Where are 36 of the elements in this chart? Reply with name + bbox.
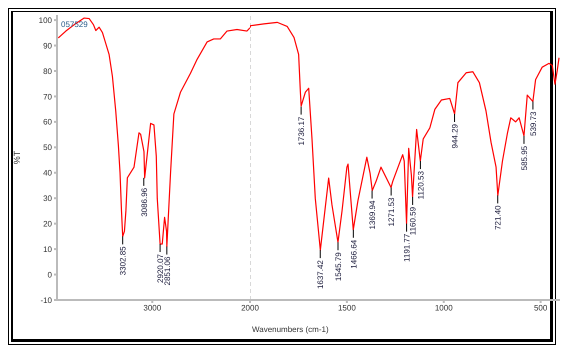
y-tick-label: 20 bbox=[43, 220, 53, 228]
annotation: 2920.07 bbox=[156, 253, 166, 283]
y-tick-label: 0 bbox=[48, 270, 53, 280]
x-tick-label: 1000 bbox=[434, 304, 454, 313]
y-tick-label: 80 bbox=[43, 66, 53, 76]
annotation: 721.40 bbox=[494, 204, 503, 230]
annotation: 1637.42 bbox=[316, 260, 326, 290]
x-tick-label: 2000 bbox=[241, 304, 260, 313]
annotation: 1271.53 bbox=[387, 196, 396, 226]
y-tick-label: -10 bbox=[40, 296, 53, 305]
annotation: 1369.94 bbox=[368, 200, 378, 230]
annotation: 3302.85 bbox=[118, 246, 128, 276]
annotation: 585.95 bbox=[520, 145, 529, 170]
annotation: 539.73 bbox=[528, 110, 538, 136]
x-tick-label: 500 bbox=[534, 304, 548, 313]
annotation: 3086.96 bbox=[140, 187, 149, 217]
x-axis-title: Wavenumbers (cm-1) bbox=[252, 325, 329, 334]
annotation: 2851.06 bbox=[162, 256, 172, 286]
y-tick-label: 100 bbox=[38, 16, 53, 25]
annotation: 1545.79 bbox=[334, 252, 344, 282]
annotation: 1466.64 bbox=[349, 239, 358, 269]
annotation: 1160.59 bbox=[408, 206, 418, 236]
annotation: 1120.53 bbox=[416, 170, 426, 200]
y-tick-label: 90 bbox=[43, 41, 53, 50]
y-tick-label: 50 bbox=[43, 143, 53, 152]
y-tick-label: 40 bbox=[43, 168, 53, 178]
y-tick-label: 70 bbox=[43, 92, 53, 102]
annotation: 1736.17 bbox=[297, 116, 306, 146]
y-tick-label: 60 bbox=[43, 118, 53, 127]
x-tick-label: 3000 bbox=[143, 304, 162, 313]
y-tick-label: 10 bbox=[43, 244, 53, 254]
annotation: 944.29 bbox=[450, 123, 460, 148]
y-axis-title: %T bbox=[12, 150, 22, 164]
x-tick-label: 1500 bbox=[338, 304, 356, 313]
annotation: 1191.77 bbox=[402, 233, 412, 262]
y-tick-label: 30 bbox=[43, 194, 53, 204]
